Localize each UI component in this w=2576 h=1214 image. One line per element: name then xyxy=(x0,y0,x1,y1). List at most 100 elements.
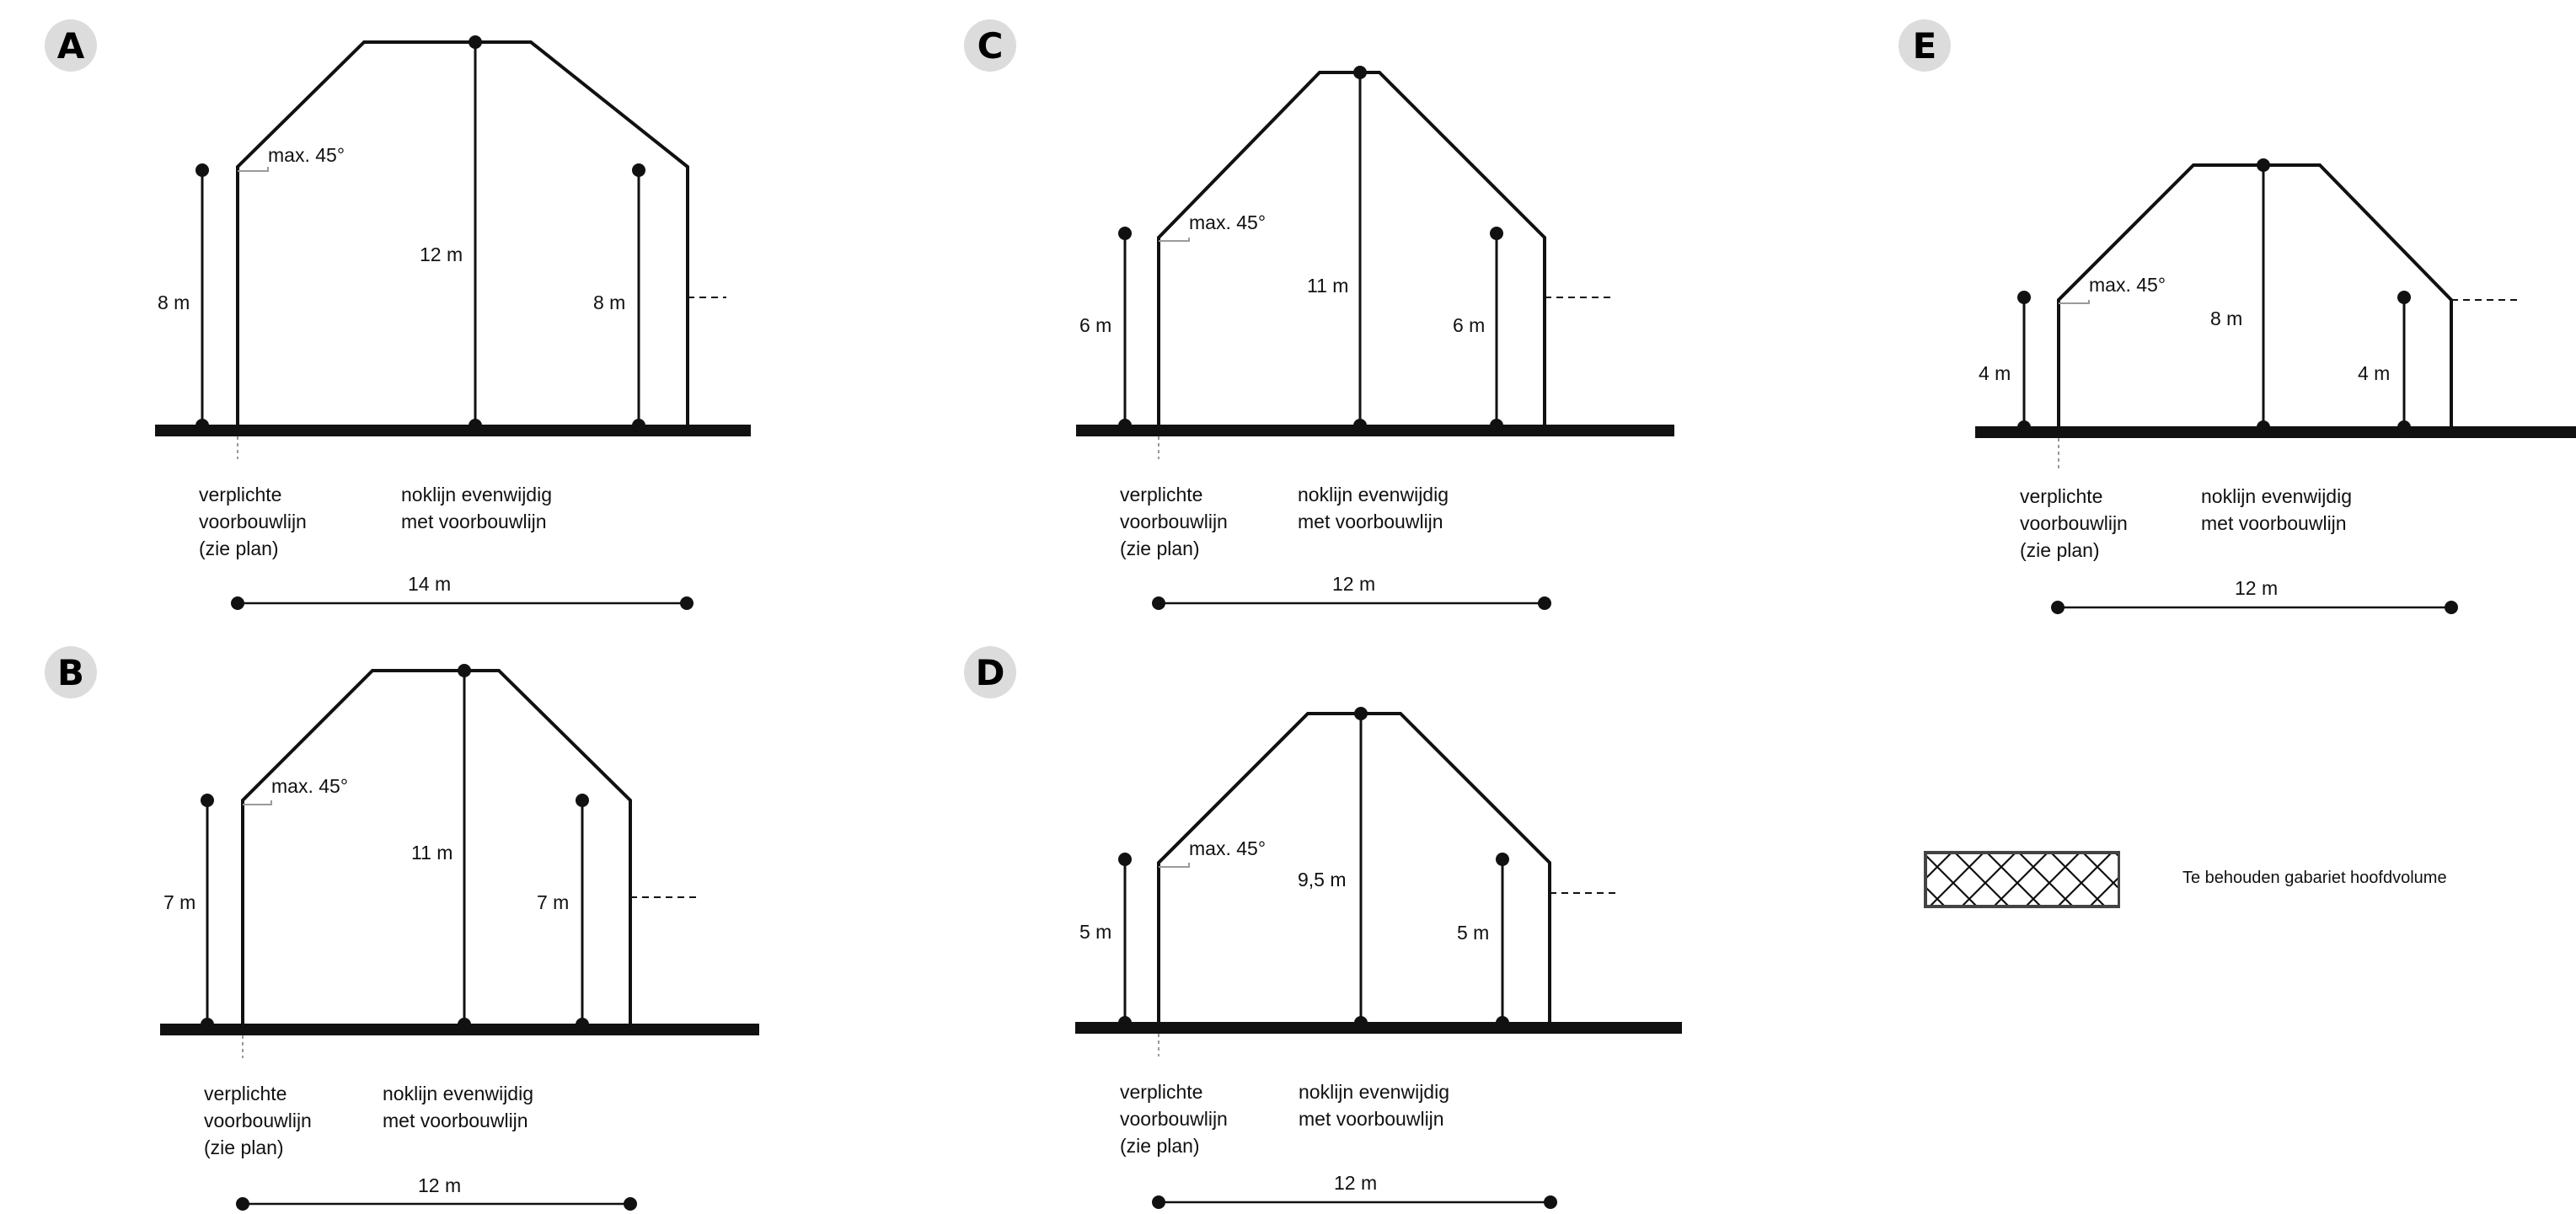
profile-letter: D xyxy=(975,651,1005,693)
angle-label: max. 45° xyxy=(271,775,349,797)
left-eave-base-point xyxy=(2017,420,2031,434)
ridge-point xyxy=(1353,66,1367,79)
building-outline xyxy=(2057,163,2453,432)
ridge-point xyxy=(458,664,471,677)
profile-d: D max. 45° 9,5 m 5 m 5 m verplichte voor… xyxy=(927,623,1736,1214)
left-eave-base-point xyxy=(1118,419,1132,432)
ridge-point xyxy=(1354,707,1368,720)
legend-label: Te behouden gabariet hoofdvolume xyxy=(2182,869,2447,887)
depth-end-point xyxy=(624,1197,637,1211)
depth-end-point xyxy=(680,596,694,610)
right-eave-label: 7 m xyxy=(537,891,570,913)
right-eave-point xyxy=(1490,227,1503,240)
ground-line xyxy=(1975,426,2576,438)
profile-letter: C xyxy=(977,24,1004,67)
profile-drawing xyxy=(1076,66,1674,610)
ground-line xyxy=(160,1024,759,1035)
angle-label: max. 45° xyxy=(268,144,345,166)
right-eave-base-point xyxy=(1496,1016,1509,1029)
profile-e: E max. 45° 8 m 4 m 4 m verplichte voorbo… xyxy=(1854,0,2576,623)
depth-label: 12 m xyxy=(418,1174,462,1196)
profile-letter: E xyxy=(1912,24,1937,67)
front-line-label: verplichte voorbouwlijn (zie plan) xyxy=(204,1083,312,1158)
profile-letter: A xyxy=(56,24,85,67)
depth-end-point xyxy=(1544,1195,1557,1209)
front-line-label: verplichte voorbouwlijn (zie plan) xyxy=(2020,485,2128,561)
right-eave-base-point xyxy=(1490,419,1503,432)
left-eave-point xyxy=(201,794,214,807)
right-eave-base-point xyxy=(576,1018,589,1031)
angle-leader xyxy=(243,800,272,805)
profile-letter: B xyxy=(56,651,84,693)
right-eave-label: 4 m xyxy=(2358,362,2391,384)
angle-leader xyxy=(238,167,269,172)
depth-start-point xyxy=(231,596,244,610)
ridge-note-label: noklijn evenwijdig met voorbouwlijn xyxy=(2201,485,2352,534)
building-outline xyxy=(1157,71,1546,431)
profile-drawing xyxy=(1975,158,2576,614)
ridge-note-label: noklijn evenwijdig met voorbouwlijn xyxy=(1298,484,1449,532)
angle-label: max. 45° xyxy=(1189,211,1267,233)
left-eave-point xyxy=(2017,291,2031,304)
front-line-label: verplichte voorbouwlijn (zie plan) xyxy=(1120,1081,1228,1157)
left-eave-label: 4 m xyxy=(1979,362,2011,384)
profile-b: B max. 45° 11 m 7 m 7 m verplichte voorb… xyxy=(0,623,843,1214)
left-eave-point xyxy=(1118,853,1132,866)
ridge-base-point xyxy=(1353,419,1367,432)
left-eave-label: 8 m xyxy=(158,291,190,313)
right-eave-base-point xyxy=(2397,420,2411,434)
profile-drawing xyxy=(160,664,759,1211)
left-eave-label: 6 m xyxy=(1079,314,1112,336)
right-eave-point xyxy=(576,794,589,807)
ridge-point xyxy=(2257,158,2270,172)
profile-letter-badge: C xyxy=(964,19,1016,72)
ridge-base-point xyxy=(1354,1016,1368,1029)
ridge-note-label: noklijn evenwijdig met voorbouwlijn xyxy=(1299,1081,1449,1130)
profile-letter-badge: B xyxy=(45,646,97,698)
ridge-note-label: noklijn evenwijdig met voorbouwlijn xyxy=(401,484,552,532)
legend-crosshatch-swatch xyxy=(1924,851,2120,908)
legend: Te behouden gabariet hoofdvolume xyxy=(1921,851,2511,910)
right-eave-point xyxy=(2397,291,2411,304)
depth-label: 12 m xyxy=(2235,577,2279,599)
right-eave-label: 8 m xyxy=(593,291,626,313)
left-eave-base-point xyxy=(195,419,209,432)
right-eave-point xyxy=(1496,853,1509,866)
ridge-point xyxy=(469,35,482,49)
depth-start-point xyxy=(1152,596,1165,610)
ground-line xyxy=(1076,425,1674,436)
left-eave-label: 7 m xyxy=(163,891,196,913)
angle-label: max. 45° xyxy=(1189,837,1267,859)
profile-a: A max. 45° 12 m 8 m 8 m verplichte voorb… xyxy=(0,0,843,610)
ridge-height-label: 11 m xyxy=(1307,275,1349,297)
profile-c: C max. 45° 11 m 6 m 6 m verplichte voorb… xyxy=(927,0,1736,610)
profile-letter-badge: E xyxy=(1899,19,1951,72)
depth-start-point xyxy=(2051,601,2065,614)
ground-line xyxy=(1075,1022,1682,1034)
left-eave-label: 5 m xyxy=(1079,921,1112,943)
angle-leader xyxy=(1159,863,1190,868)
depth-end-point xyxy=(2445,601,2458,614)
right-eave-label: 5 m xyxy=(1457,922,1490,944)
building-outline xyxy=(1157,712,1551,1028)
depth-label: 12 m xyxy=(1332,573,1376,595)
ridge-height-label: 12 m xyxy=(420,243,463,265)
profile-drawing xyxy=(1075,707,1682,1209)
angle-leader xyxy=(1159,238,1190,242)
ridge-note-label: noklijn evenwijdig met voorbouwlijn xyxy=(383,1083,533,1131)
depth-label: 14 m xyxy=(408,573,452,595)
ridge-height-label: 9,5 m xyxy=(1298,869,1347,890)
left-eave-base-point xyxy=(1118,1016,1132,1029)
ridge-base-point xyxy=(2257,420,2270,434)
building-outline xyxy=(241,669,632,1029)
left-eave-point xyxy=(195,163,209,177)
profile-letter-badge: D xyxy=(964,646,1016,698)
angle-leader xyxy=(2059,300,2090,304)
front-line-label: verplichte voorbouwlijn (zie plan) xyxy=(1120,484,1228,559)
ridge-base-point xyxy=(469,419,482,432)
profile-letter-badge: A xyxy=(45,19,97,72)
right-eave-point xyxy=(632,163,645,177)
depth-start-point xyxy=(1152,1195,1165,1209)
depth-start-point xyxy=(236,1197,249,1211)
